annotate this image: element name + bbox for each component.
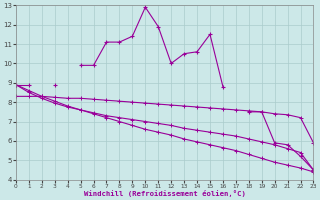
X-axis label: Windchill (Refroidissement éolien,°C): Windchill (Refroidissement éolien,°C) — [84, 190, 246, 197]
